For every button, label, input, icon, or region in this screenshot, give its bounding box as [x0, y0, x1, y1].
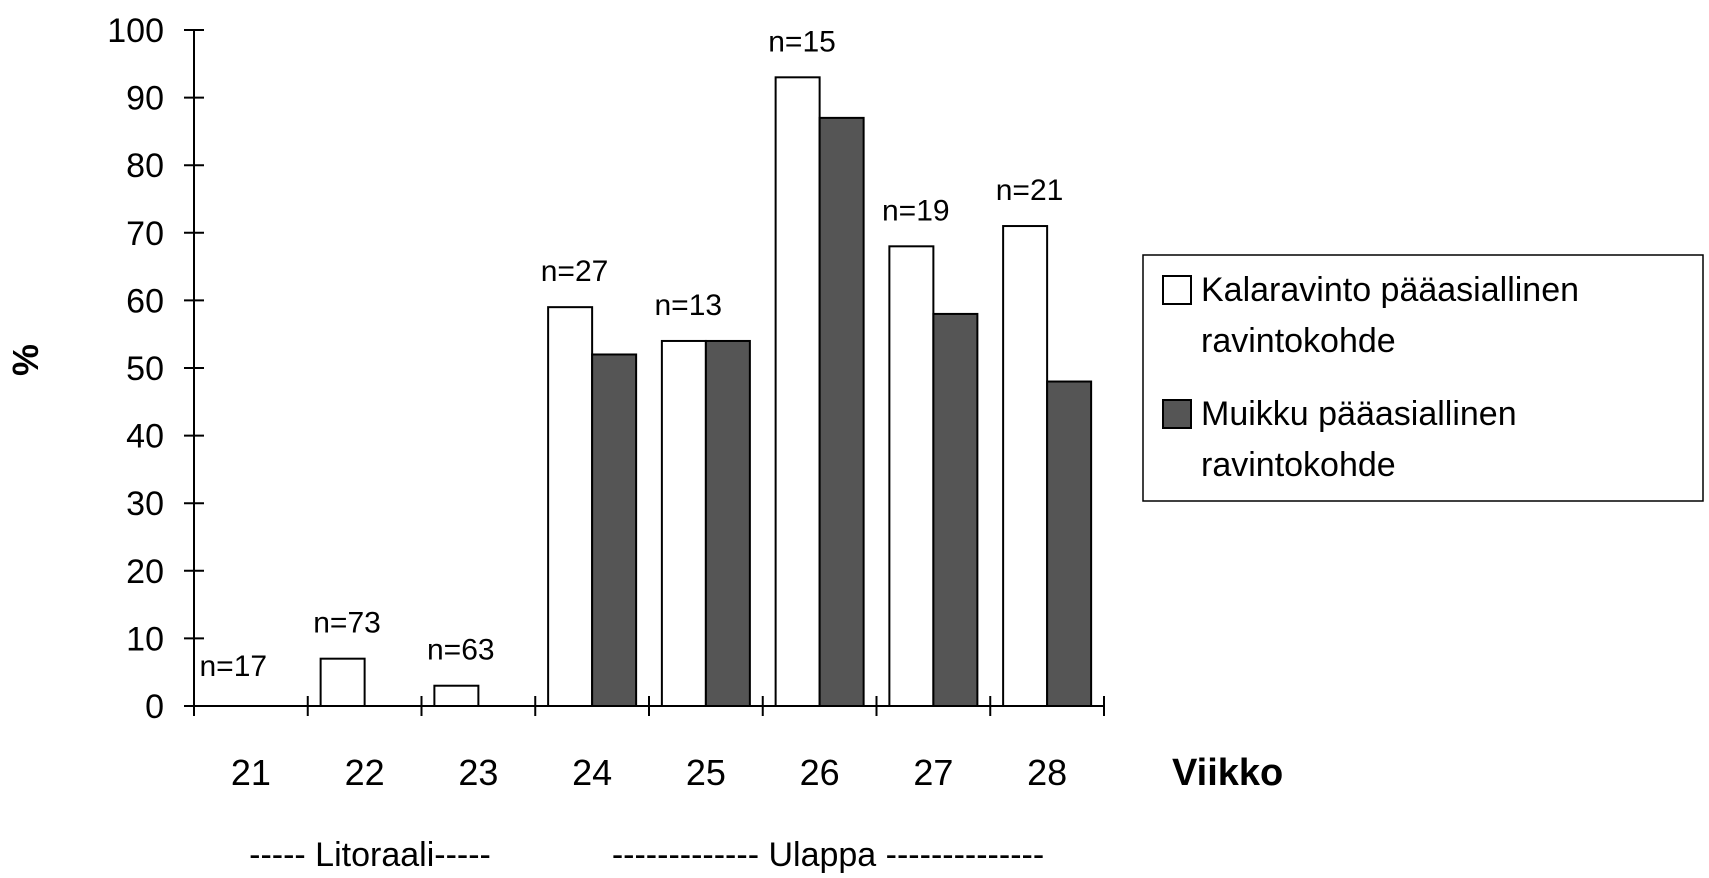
sample-size-label: n=73	[313, 607, 381, 640]
y-axis-label: %	[5, 344, 46, 376]
category-labels: 21 22 23 24 25 26 27 28	[231, 752, 1067, 793]
y-tick-label: 90	[126, 80, 164, 118]
category-label: 28	[1027, 752, 1067, 793]
bar-muikku	[818, 116, 865, 707]
category-label: 22	[345, 752, 385, 793]
sample-size-label: n=27	[541, 255, 609, 288]
y-tick-label: 20	[126, 553, 164, 591]
category-label: 23	[458, 752, 498, 793]
category-label: 24	[572, 752, 612, 793]
legend: Kalaravinto pääasiallinen ravintokohde M…	[1142, 254, 1704, 502]
bar-kalaravinto	[660, 339, 707, 707]
bar-kalaravinto	[1002, 225, 1049, 707]
zone-label-ulappa: ------------- Ulappa --------------	[612, 836, 1044, 874]
y-tick-label: 10	[126, 620, 164, 658]
bar-muikku	[932, 312, 979, 707]
bar-kalaravinto	[547, 306, 594, 707]
sample-size-label: n=15	[768, 25, 836, 58]
legend-label-kalaravinto-line1: Kalaravinto pääasiallinen	[1201, 271, 1579, 309]
bar-kalaravinto	[774, 76, 821, 707]
bar-muikku	[704, 339, 751, 707]
sample-size-label: n=17	[199, 650, 267, 683]
y-tick-label: 80	[126, 147, 164, 185]
bar-kalaravinto	[433, 684, 480, 707]
bar-kalaravinto	[319, 657, 366, 707]
bar-muikku	[591, 353, 638, 707]
legend-swatch-muikku	[1162, 399, 1192, 429]
bar-kalaravinto	[888, 245, 935, 707]
legend-label-muikku-line1: Muikku pääasiallinen	[1201, 395, 1517, 433]
y-tick-label: 50	[126, 350, 164, 388]
y-ticks: 0 10 20 30 40 50 60 70 80 90 100	[107, 12, 204, 726]
y-tick-label: 30	[126, 485, 164, 523]
legend-box	[1142, 254, 1704, 502]
category-label: 26	[800, 752, 840, 793]
sample-size-label: n=63	[427, 634, 495, 667]
legend-label-kalaravinto-line2: ravintokohde	[1201, 322, 1396, 360]
category-label: 21	[231, 752, 271, 793]
sample-size-labels: n=17 n=73 n=63 n=27 n=13 n=15 n=19 n=21	[199, 25, 1063, 683]
y-tick-label: 0	[145, 688, 164, 726]
y-tick-label: 60	[126, 282, 164, 320]
category-label: 27	[913, 752, 953, 793]
sample-size-label: n=21	[996, 174, 1064, 207]
category-label: 25	[686, 752, 726, 793]
legend-label-muikku-line2: ravintokohde	[1201, 446, 1396, 484]
bar-muikku	[1046, 380, 1093, 707]
x-axis-label: Viikko	[1172, 752, 1283, 794]
zone-label-litoraali: ----- Litoraali-----	[249, 836, 491, 874]
sample-size-label: n=19	[882, 194, 950, 227]
y-tick-label: 100	[107, 12, 164, 50]
y-tick-label: 40	[126, 418, 164, 456]
sample-size-label: n=13	[654, 289, 722, 322]
legend-swatch-kalaravinto	[1162, 275, 1192, 305]
y-tick-label: 70	[126, 215, 164, 253]
bars	[319, 76, 1093, 707]
